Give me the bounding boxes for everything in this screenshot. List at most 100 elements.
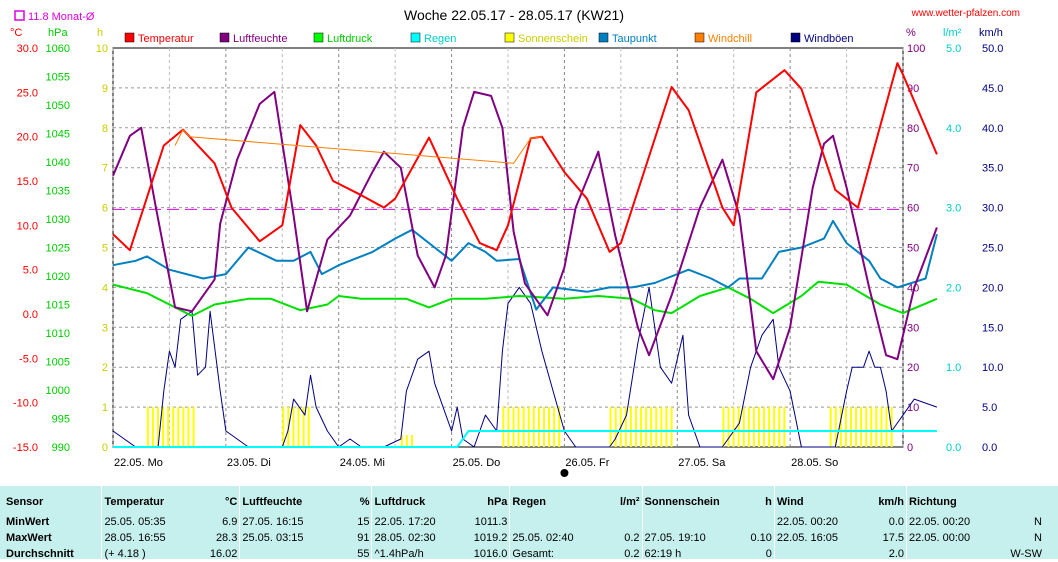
pressure-tick-label: 1010 <box>46 328 70 340</box>
wind-tick-label: 5.0 <box>982 402 997 414</box>
pressure-series-line <box>112 280 938 317</box>
sunshine-bar <box>517 407 520 447</box>
stats-cell: 0.2 <box>624 532 640 544</box>
legend-swatch <box>598 32 609 43</box>
sunshine-bar <box>614 407 617 447</box>
sun-tick-label: 1 <box>102 402 108 414</box>
sunshine-bar <box>157 407 160 447</box>
sunshine-bar <box>292 407 295 447</box>
sunshine-bar <box>502 407 505 447</box>
stats-cell <box>773 546 867 562</box>
rain-tick-label: 1.0 <box>946 362 961 374</box>
sunshine-bar <box>670 407 673 447</box>
stats-cell: 55 <box>357 548 370 560</box>
pressure-tick-label: 1050 <box>46 100 70 112</box>
stats-cell: N <box>1034 532 1042 544</box>
sun-tick-label: 3 <box>102 322 108 334</box>
sunshine-bar <box>757 407 760 447</box>
axis-unit-label: h <box>97 27 103 39</box>
temp-tick-label: 10.0 <box>17 220 38 232</box>
wind-tick-label: 35.0 <box>982 163 1003 175</box>
humidity-tick-label: 60 <box>907 203 919 215</box>
pressure-tick-label: 1055 <box>46 72 70 84</box>
x-tick-label: 26.05. Fr <box>565 457 609 469</box>
temp-tick-label: -15.0 <box>13 442 38 454</box>
stats-row-max: MaxWert 28.05. 16:55 28.3 25.05. 03:15 9… <box>4 530 1044 546</box>
sun-tick-label: 6 <box>102 203 108 215</box>
moon-phase-icon <box>560 469 569 477</box>
temp-tick-label: 5.0 <box>23 265 38 277</box>
temp-tick-label: 0.0 <box>23 309 38 321</box>
stats-header-row: Sensor Temperatur °C Luftfeuchte % Luftd… <box>4 486 1044 514</box>
rain-tick-label: 0.0 <box>946 442 961 454</box>
avg-marker-swatch <box>14 10 25 21</box>
sunshine-bar <box>722 407 725 447</box>
stats-cell: 28.05. 02:30 <box>371 530 459 546</box>
stats-cell: 1011.3 <box>474 516 508 528</box>
header-wind-unit: km/h <box>878 496 904 508</box>
x-tick-label: 27.05. Sa <box>678 457 726 469</box>
dewpoint-series-line <box>112 219 938 311</box>
wind-tick-label: 40.0 <box>982 123 1003 135</box>
sunshine-bar <box>558 407 561 447</box>
sunshine-bar <box>880 407 883 447</box>
stats-cell: (+ 4.18 ) <box>101 546 189 562</box>
sunshine-bar <box>609 407 612 447</box>
temperature-series-line <box>112 62 938 253</box>
sunshine-bar <box>737 407 740 447</box>
sunshine-bar <box>151 407 154 447</box>
stats-cell: 1019.2 <box>473 532 508 544</box>
legend-swatch <box>504 32 515 43</box>
website-label: www.wetter-pfalzen.com <box>911 8 1020 19</box>
pressure-tick-label: 1045 <box>46 129 70 141</box>
sunshine-bar <box>640 407 643 447</box>
sunshine-bar <box>783 407 786 447</box>
sunshine-bar <box>177 407 180 447</box>
temp-tick-label: 20.0 <box>17 132 38 144</box>
pressure-tick-label: 990 <box>52 442 70 454</box>
stats-cell <box>905 546 999 562</box>
legend-label: Windchill <box>708 33 752 45</box>
chart-axes: 30.025.020.015.010.05.00.0-5.0-10.0-15.0… <box>10 27 1003 477</box>
sunshine-bar <box>655 407 658 447</box>
temp-tick-label: -10.0 <box>13 398 38 410</box>
pressure-tick-label: 1020 <box>46 271 70 283</box>
stats-cell: Gesamt: <box>509 546 603 562</box>
sunshine-bar <box>778 407 781 447</box>
sunshine-bar <box>532 407 535 447</box>
humidity-tick-label: 50 <box>907 243 919 255</box>
windchill-series-line <box>174 129 542 164</box>
legend-swatch <box>790 32 801 43</box>
sunshine-bar <box>773 407 776 447</box>
sunshine-bar <box>727 407 730 447</box>
stats-cell: 27.05. 19:10 <box>641 530 735 546</box>
sun-tick-label: 8 <box>102 123 108 135</box>
legend-label: Taupunkt <box>612 33 657 45</box>
wind-tick-label: 10.0 <box>982 362 1003 374</box>
chart-title: Woche 22.05.17 - 28.05.17 (KW21) <box>404 7 624 23</box>
sunshine-bar <box>865 407 868 447</box>
sunshine-bar <box>187 407 190 447</box>
plot-area <box>112 62 938 448</box>
sunshine-bar <box>410 435 413 447</box>
stats-row-average: Durchschnitt (+ 4.18 ) 16.02 55 ^1.4hPa/… <box>4 546 1044 562</box>
sun-tick-label: 10 <box>96 43 108 55</box>
header-sunshine-unit: h <box>765 496 772 508</box>
sunshine-bar <box>172 407 175 447</box>
x-tick-label: 25.05. Do <box>453 457 501 469</box>
header-humidity-unit: % <box>359 496 370 508</box>
stats-cell: W-SW <box>1010 548 1042 560</box>
wind-tick-label: 20.0 <box>982 282 1003 294</box>
sunshine-bar <box>752 407 755 447</box>
stats-cell: Durchschnitt <box>6 548 74 560</box>
legend-label: Sonnenschein <box>518 33 588 45</box>
sunshine-bar <box>522 407 525 447</box>
temp-tick-label: 25.0 <box>17 87 38 99</box>
legend-label: Luftdruck <box>327 33 373 45</box>
stats-cell: 0 <box>765 548 772 560</box>
stats-cell: 22.05. 00:20 <box>905 514 999 530</box>
legend-swatch <box>313 32 324 43</box>
sunshine-bar <box>839 407 842 447</box>
sunshine-bar <box>875 407 878 447</box>
rain-tick-label: 4.0 <box>946 123 961 135</box>
